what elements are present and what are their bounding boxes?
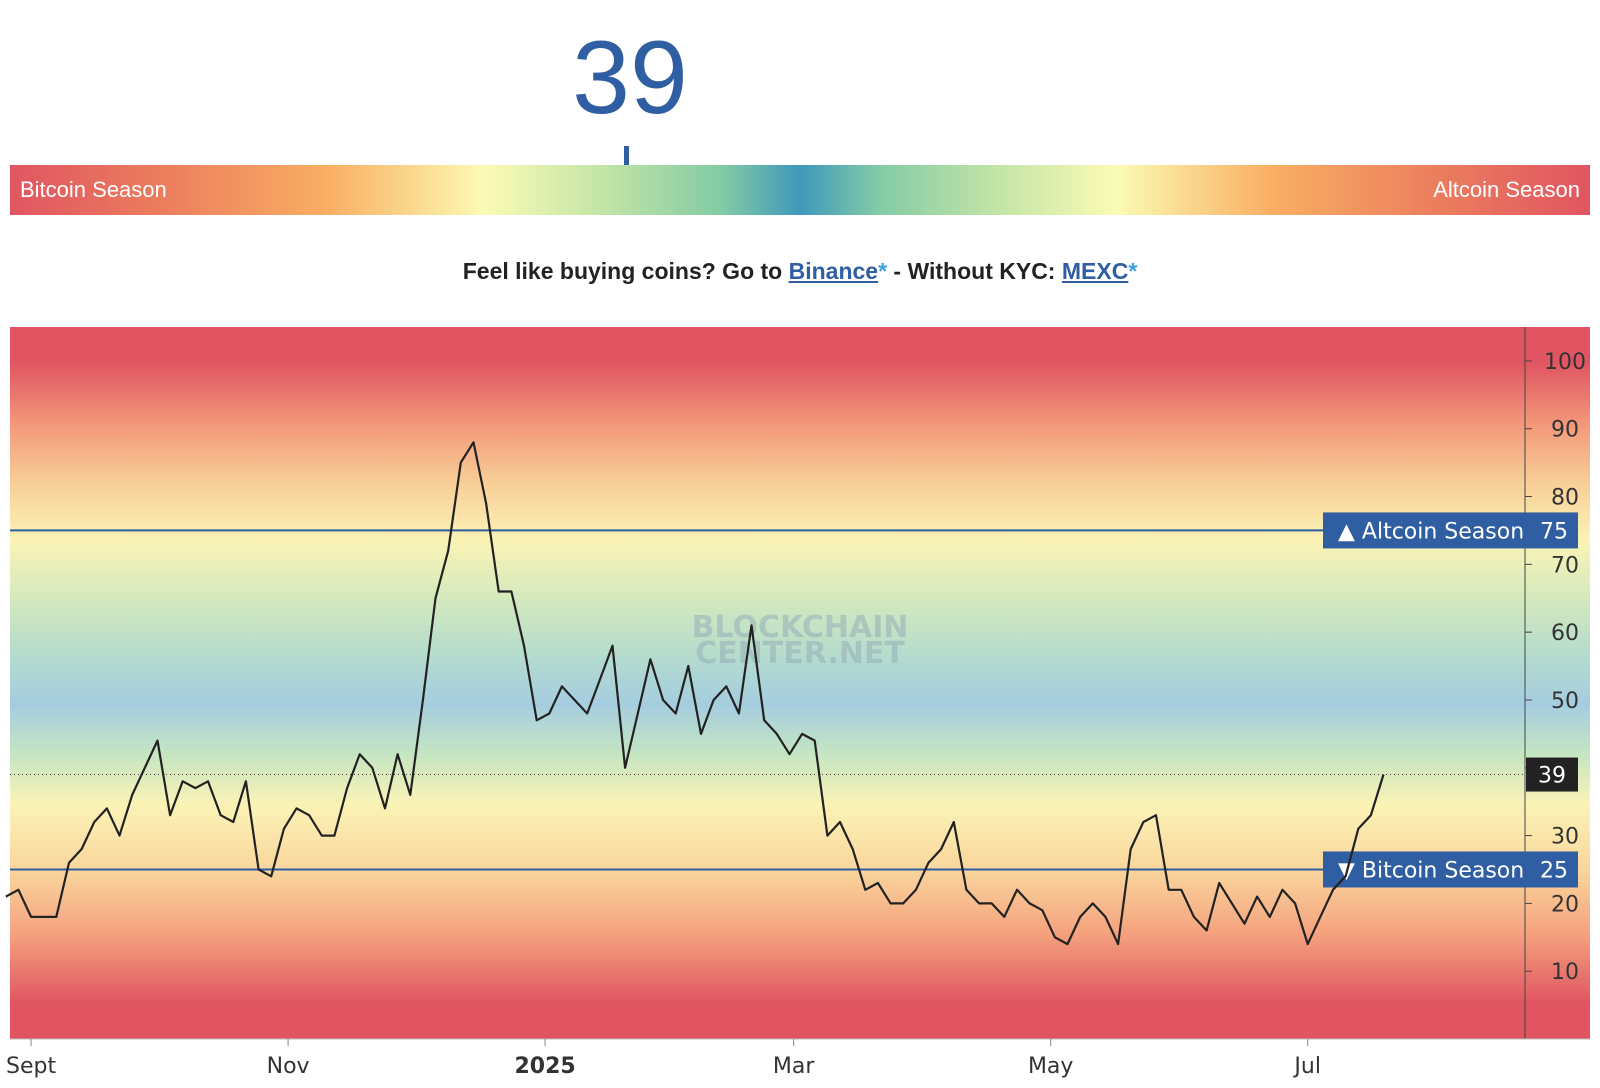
bitcoin-season-label: Bitcoin Season — [20, 177, 167, 202]
promo-middle-text: - Without KYC: — [887, 258, 1062, 284]
current-value-badge-bg — [1526, 757, 1578, 792]
promo-line: Feel like buying coins? Go to Binance* -… — [0, 258, 1600, 285]
y-tick-label: 50 — [1551, 689, 1579, 714]
y-tick-label: 30 — [1551, 825, 1579, 850]
y-axis-ticks: 10 20 30 50 60 70 80 90 100 — [1525, 350, 1586, 985]
current-value-badge-text: 39 — [1538, 764, 1566, 789]
altcoin-season-label: Altcoin Season — [1433, 177, 1580, 202]
x-tick-label: May — [1028, 1054, 1073, 1079]
binance-link[interactable]: Binance — [788, 258, 879, 284]
altcoin-index-series-line — [5, 441, 1385, 946]
promo-text: Feel like buying coins? Go to — [462, 258, 789, 284]
altcoin-index-value: 39 — [572, 20, 688, 136]
current-value-badge: 39 — [1526, 757, 1578, 792]
x-tick-label: 2025 — [514, 1054, 575, 1079]
mexc-asterisk: * — [1128, 258, 1138, 284]
watermark: BLOCKCHAIN CENTER.NET — [692, 610, 909, 671]
season-gradient-bar: Bitcoin Season Altcoin Season — [10, 165, 1590, 215]
y-tick-label: 10 — [1551, 960, 1579, 985]
y-tick-label: 70 — [1551, 553, 1579, 578]
threshold-lines: ▲ Altcoin Season 75 ▼ Bitcoin Season 25 — [10, 512, 1578, 888]
y-tick-label: 20 — [1551, 892, 1579, 917]
y-tick-label: 80 — [1551, 486, 1579, 511]
binance-asterisk: * — [878, 258, 888, 284]
watermark-line-1: BLOCKCHAIN — [692, 610, 909, 645]
y-tick-label: 100 — [1544, 350, 1586, 375]
threshold-badge — [1323, 851, 1578, 888]
threshold-badge-value: 75 — [1540, 519, 1568, 544]
y-tick-label: 60 — [1551, 621, 1579, 646]
y-tick-label: 90 — [1551, 418, 1579, 443]
chart-plot-background — [10, 327, 1590, 1039]
x-tick-label: Nov — [267, 1054, 310, 1079]
threshold-badge — [1323, 512, 1578, 549]
x-tick-label: Sept — [6, 1054, 56, 1079]
threshold-badge-label: ▼ Bitcoin Season — [1338, 858, 1524, 883]
x-tick-label: Mar — [773, 1054, 815, 1079]
threshold-badge-label: ▲ Altcoin Season — [1338, 519, 1524, 544]
mexc-link[interactable]: MEXC — [1061, 258, 1129, 284]
threshold-badge-value: 25 — [1540, 858, 1568, 883]
x-tick-label: Jul — [1292, 1054, 1321, 1079]
watermark-line-2: CENTER.NET — [695, 636, 905, 671]
x-axis-ticks: Sept Nov 2025 Mar May Jul — [6, 1039, 1321, 1079]
